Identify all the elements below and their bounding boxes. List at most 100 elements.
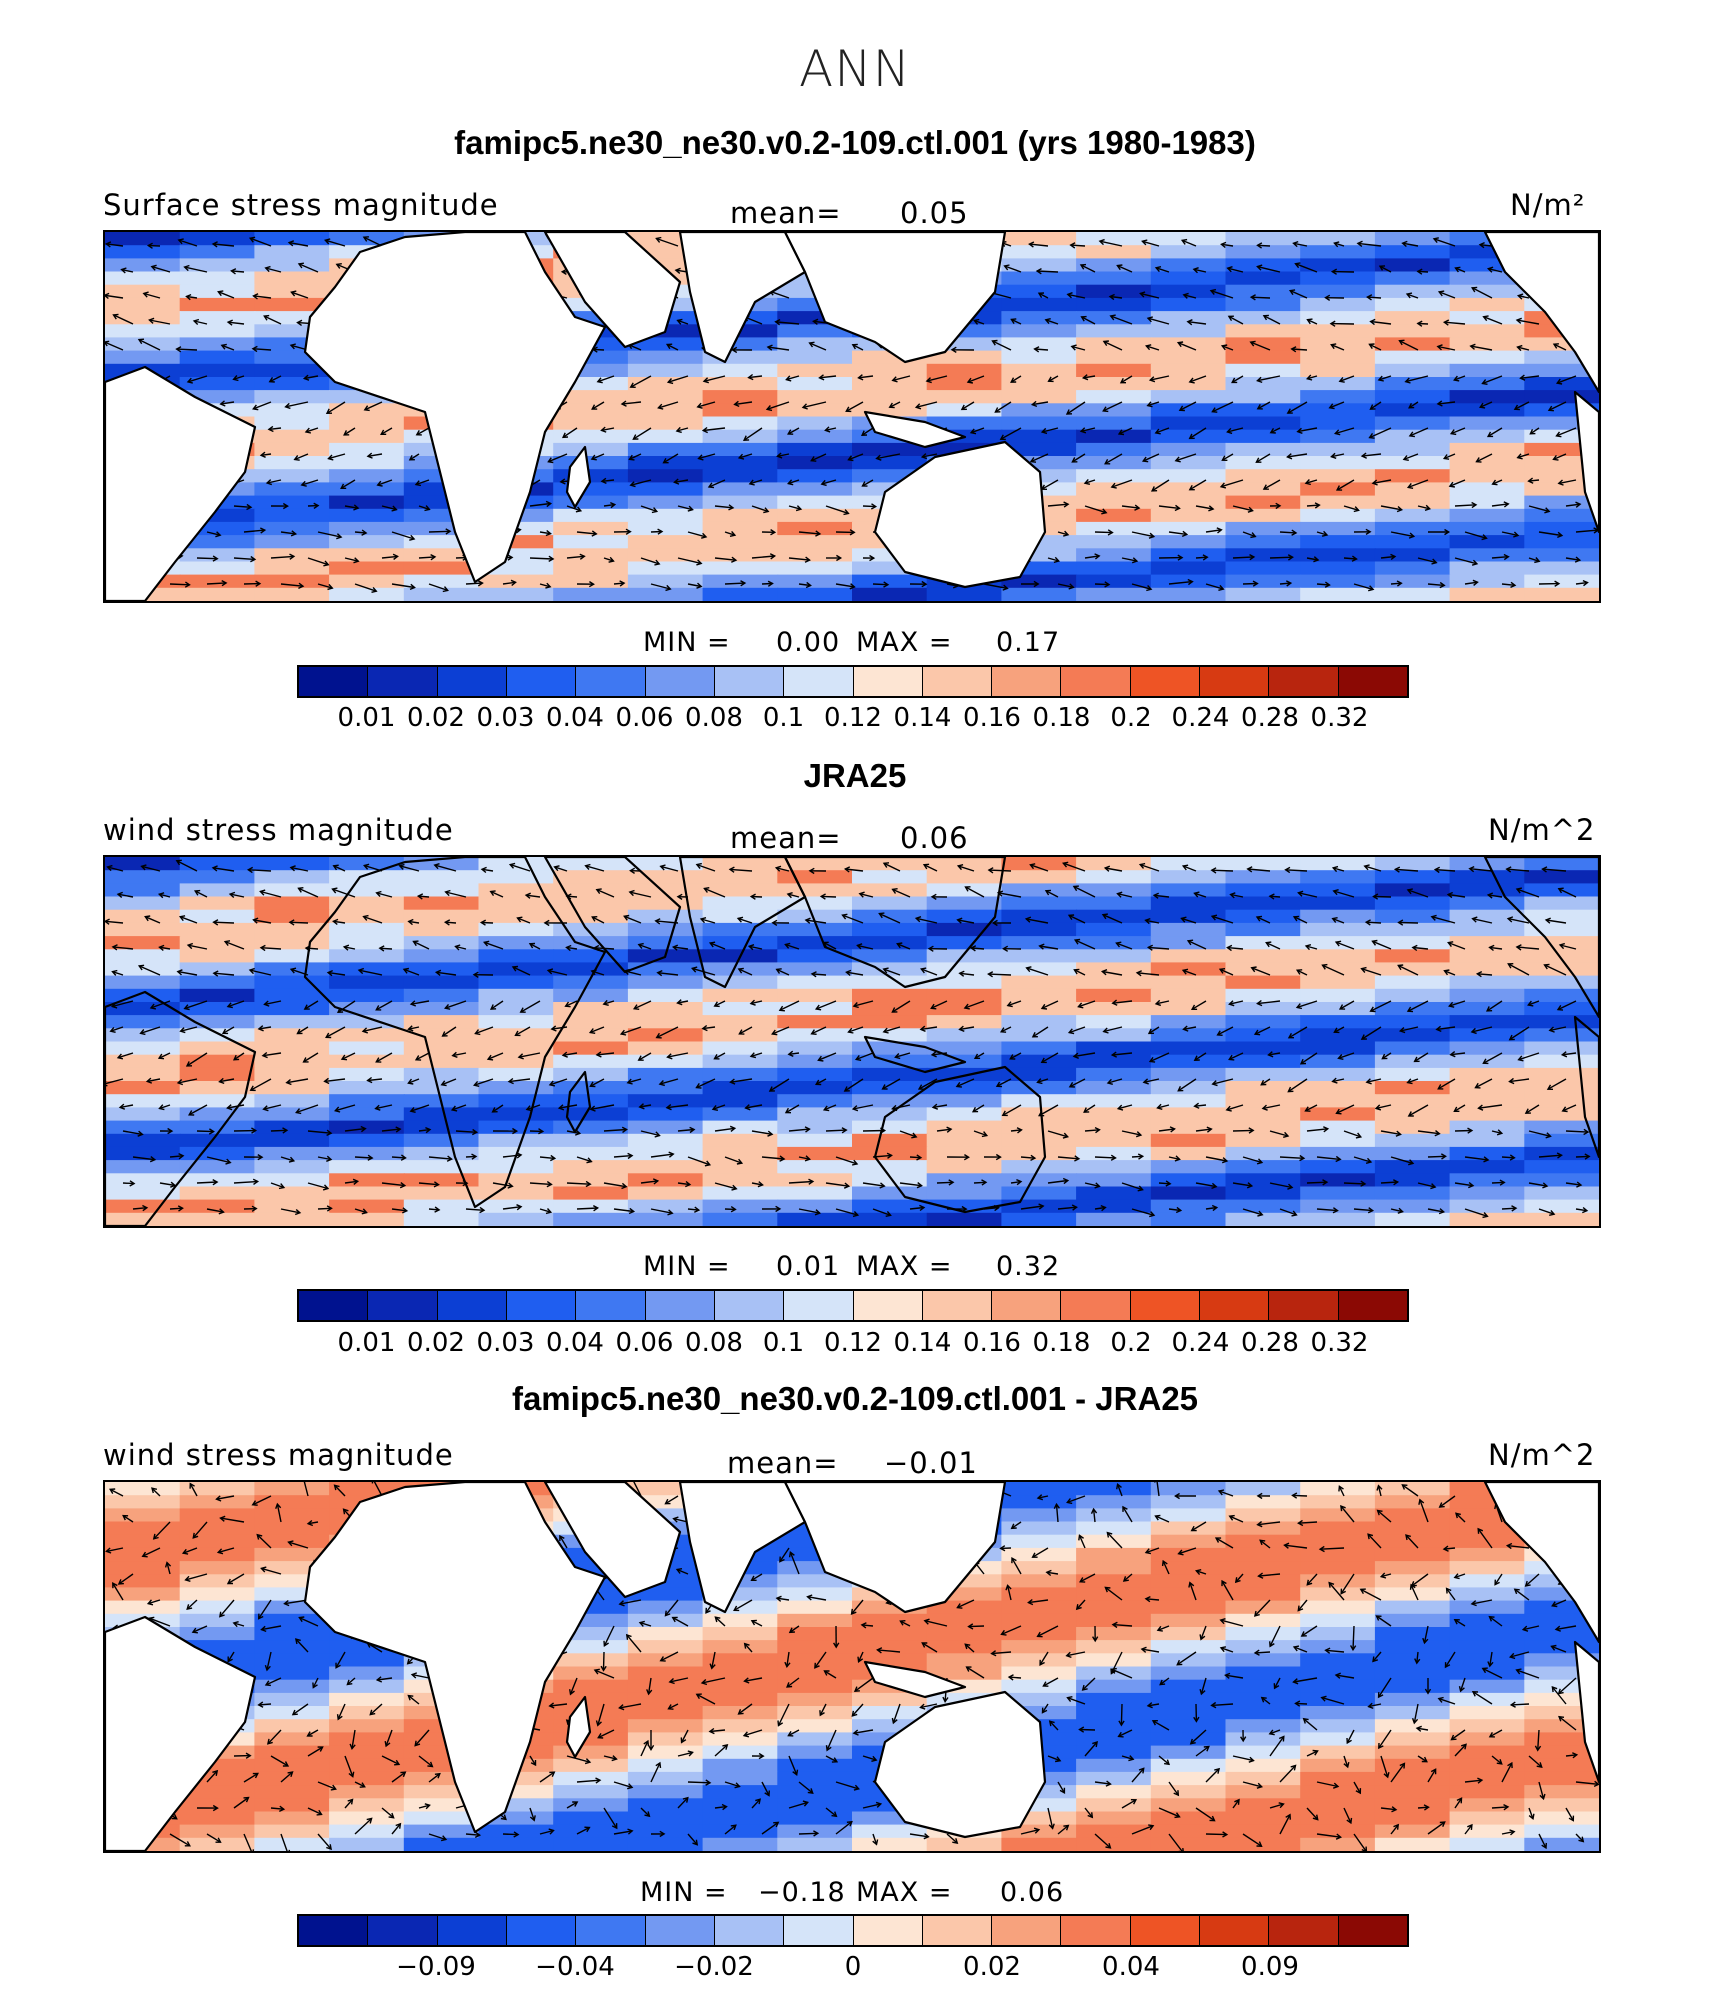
colorbar-swatch (1129, 1291, 1200, 1320)
coastline-indonesia (863, 1035, 967, 1074)
panel-2-max-value: 0.32 (996, 1251, 1061, 1282)
colorbar-swatch (991, 667, 1061, 696)
colorbar-tick-label: 0.14 (893, 703, 952, 733)
panel-2-mean-value: 0.06 (900, 821, 969, 855)
panel-1-mean-value: 0.05 (900, 196, 969, 230)
colorbar-swatch (1199, 1916, 1269, 1945)
field-contours (105, 857, 1599, 1226)
panel-1-max-value: 0.17 (996, 627, 1061, 658)
colorbar-swatch (1129, 667, 1200, 696)
panel-3-map-plot (105, 1482, 1599, 1851)
colorbar-swatch (921, 1916, 992, 1945)
coastline-asia (783, 232, 1007, 364)
colorbar-swatch (505, 1291, 576, 1320)
coastline-africa (303, 1482, 607, 1834)
coastline-namerica (1483, 1482, 1599, 1644)
colorbar-swatch (644, 1291, 714, 1320)
colorbar-swatch (505, 667, 576, 696)
panel-1-colorbar (297, 665, 1409, 698)
colorbar-swatch (436, 667, 506, 696)
colorbar-tick-label: 0.04 (1102, 1952, 1160, 1982)
colorbar-swatch (921, 1291, 992, 1320)
panel-3-heading: famipc5.ne30_ne30.v0.2-109.ctl.001 - JRA… (511, 1380, 1199, 1417)
coastline-samerica (105, 1615, 257, 1851)
colorbar-tick-label: 0.16 (963, 1328, 1021, 1358)
colorbar-tick-label: 0.28 (1241, 1328, 1299, 1358)
colorbar-tick-label: 0.04 (546, 1328, 604, 1358)
colorbar-swatch (921, 667, 992, 696)
panel-2-heading: JRA25 (803, 757, 907, 794)
colorbar-swatch (991, 1916, 1061, 1945)
colorbar-swatch (367, 1916, 437, 1945)
colorbar-tick-label: −0.02 (674, 1952, 754, 1982)
colorbar-tick-label: 0.2 (1110, 703, 1152, 733)
coastline-arabia (543, 1482, 682, 1599)
panel-1-mean-label: mean= (730, 196, 842, 230)
panel-3-variable-label: wind stress magnitude (103, 1438, 454, 1472)
panel-3-colorbar (297, 1914, 1409, 1947)
colorbar-swatch (575, 1916, 645, 1945)
wind-vectors (105, 859, 1591, 1219)
colorbar-swatch (1129, 1916, 1200, 1945)
colorbar-swatch (1337, 1916, 1407, 1945)
colorbar-tick-label: 0.28 (1241, 703, 1299, 733)
colorbar-swatch (575, 1291, 645, 1320)
colorbar-tick-label: 0.18 (1032, 1328, 1091, 1358)
panel-2-variable-label: wind stress magnitude (103, 813, 454, 847)
colorbar-tick-label: 0.06 (615, 1328, 674, 1358)
colorbar-tick-label: 0.02 (407, 703, 465, 733)
colorbar-swatch (1268, 1916, 1338, 1945)
colorbar-tick-label: 0.1 (762, 1328, 805, 1358)
colorbar-swatch (436, 1291, 506, 1320)
continents (105, 1482, 1599, 1851)
panel-1-min-label: MIN = (643, 627, 731, 658)
panel-3-map (103, 1480, 1601, 1853)
coastline-namericaTip (1573, 1640, 1599, 1784)
coastline-namericaTip (1573, 390, 1599, 534)
panel-1-map-plot (105, 232, 1599, 601)
colorbar-swatch (436, 1916, 506, 1945)
panel-2-map (103, 855, 1601, 1228)
panel-2-min-value: 0.01 (776, 1251, 841, 1282)
figure-title: ANN (798, 40, 911, 98)
panel-3-min-value: −0.18 (758, 1877, 846, 1908)
coastline-namericaTip (1573, 1015, 1599, 1159)
colorbar-tick-label: 0.24 (1171, 1328, 1230, 1358)
colorbar-tick-label: 0.01 (337, 1328, 396, 1358)
coastline-asia (783, 857, 1007, 989)
coastline-australia (873, 440, 1047, 589)
coastline-madagascar (565, 1695, 592, 1759)
colorbar-swatch (713, 1291, 784, 1320)
colorbar-swatch (783, 1916, 853, 1945)
colorbar-tick-label: 0.09 (1241, 1952, 1299, 1982)
colorbar-tick-label: 0.18 (1032, 703, 1091, 733)
panel-2-units: N/m^2 (1488, 813, 1596, 847)
colorbar-swatch (575, 667, 645, 696)
coastline-arabia (543, 857, 682, 974)
colorbar-swatch (713, 667, 784, 696)
colorbar-swatch (1337, 1291, 1407, 1320)
colorbar-swatch (1337, 667, 1407, 696)
colorbar-tick-label: 0.2 (1110, 1328, 1152, 1358)
panel-2-map-plot (105, 857, 1599, 1226)
colorbar-tick-label: 0.1 (762, 703, 805, 733)
panel-3-min-label: MIN = (640, 1877, 728, 1908)
colorbar-swatch (852, 1916, 922, 1945)
panel-3-mean-value: −0.01 (884, 1446, 978, 1480)
colorbar-swatch (1199, 1291, 1269, 1320)
panel-2-min-label: MIN = (643, 1251, 731, 1282)
panel-2-max-label: MAX = (856, 1251, 953, 1282)
colorbar-swatch (783, 667, 853, 696)
panel-3-colorbar-ticks: −0.09 −0.04 −0.02 0 0.02 0.04 0.09 (297, 1952, 1409, 1984)
colorbar-tick-label: 0.03 (476, 1328, 535, 1358)
colorbar-swatch (1060, 1916, 1130, 1945)
colorbar-tick-label: −0.04 (535, 1952, 615, 1982)
coastline-madagascar (565, 445, 592, 509)
colorbar-tick-label: 0.12 (824, 703, 882, 733)
coastline-indonesia (863, 1660, 967, 1699)
continents (105, 857, 1599, 1226)
coastline-namerica (1483, 857, 1599, 1019)
panel-1-min-value: 0.00 (776, 627, 841, 658)
colorbar-tick-label: 0.06 (615, 703, 674, 733)
panel-1-map (103, 230, 1601, 603)
